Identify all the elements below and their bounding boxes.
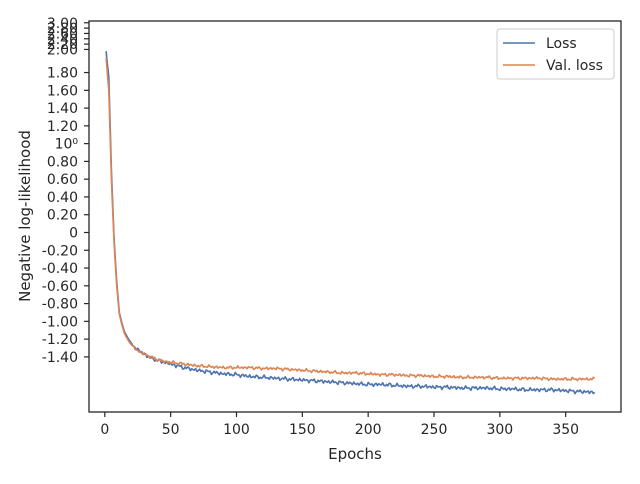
- y-tick-label: -1.00: [42, 314, 78, 330]
- y-tick-label: 1.40: [47, 101, 78, 117]
- y-tick-label: -1.20: [42, 332, 78, 348]
- legend-box: [496, 28, 615, 80]
- x-tick-label: 350: [552, 422, 579, 438]
- y-tick-label: 0.60: [47, 172, 78, 188]
- y-tick-label: 0: [69, 225, 78, 241]
- x-tick-label: 50: [162, 422, 180, 438]
- x-axis-title: Epochs: [328, 445, 382, 463]
- y-tick-label: 2.20: [47, 37, 78, 53]
- y-tick-label: 3.00: [47, 16, 78, 32]
- y-tick-label: 2.60: [47, 26, 78, 42]
- x-tick-label: 0: [100, 422, 109, 438]
- legend-label-val-loss: Val. loss: [546, 58, 603, 74]
- x-tick-label: 300: [486, 422, 513, 438]
- y-tick-label: 2.00: [47, 42, 78, 58]
- x-tick-label: 200: [355, 422, 382, 438]
- legend: Loss Val. loss: [496, 28, 615, 80]
- series-layer: [105, 51, 596, 395]
- legend-label-loss: Loss: [546, 36, 577, 52]
- x-axis: 0 50 100 150 200 250 300 350: [100, 412, 579, 438]
- y-tick-label: 1.60: [47, 83, 78, 99]
- y-tick-label: 10⁰: [55, 137, 79, 153]
- x-tick-label: 100: [223, 422, 250, 438]
- y-tick-label: -0.20: [42, 243, 78, 259]
- y-tick-label: 2.40: [47, 32, 78, 48]
- y-tick-label: -1.40: [42, 350, 78, 366]
- y-tick-label: 2.80: [47, 21, 78, 37]
- y-tick-label: 1.20: [47, 119, 78, 135]
- y-tick-label: 0.80: [47, 154, 78, 170]
- y-tick-label: 0.40: [47, 190, 78, 206]
- plot-background: [89, 21, 621, 412]
- y-tick-label: -0.40: [42, 261, 78, 277]
- y-tick-label: -0.80: [42, 297, 78, 313]
- y-tick-label: -0.60: [42, 279, 78, 295]
- series-line-loss: [105, 51, 596, 395]
- x-tick-label: 150: [289, 422, 316, 438]
- y-axis: 3.002.802.602.402.202.00 1.801.60 1.40 1.20…: [42, 16, 89, 366]
- y-axis-title: Negative log-likelihood: [16, 130, 34, 302]
- y-tick-label: 1.80: [47, 66, 78, 82]
- plot-frame: [88, 20, 622, 413]
- x-tick-label: 250: [421, 422, 448, 438]
- series-line-val-loss: [105, 57, 596, 382]
- y-tick-label: 0.20: [47, 208, 78, 224]
